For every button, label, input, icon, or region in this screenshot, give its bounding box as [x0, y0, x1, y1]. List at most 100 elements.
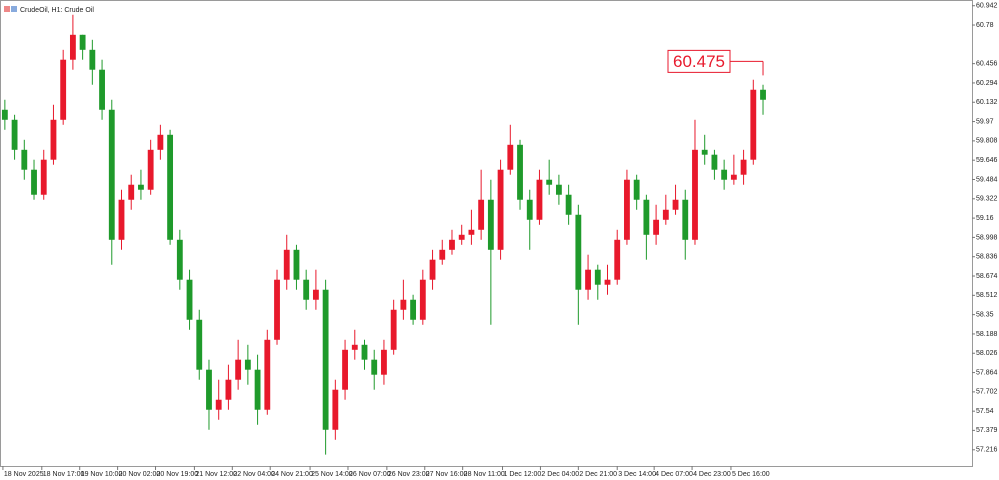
candle-body [555, 184, 562, 195]
candle-body [468, 229, 475, 235]
candle-body [487, 199, 494, 250]
candle-body [711, 154, 718, 170]
candle-body [701, 149, 708, 155]
candle-body [79, 34, 86, 50]
y-tick-label: 59.646 [976, 157, 998, 164]
x-tick-label: 20 Nov 02:00 [119, 471, 161, 478]
candle-body [108, 109, 115, 240]
candle-body [69, 34, 76, 60]
x-tick-label: 27 Nov 16:00 [426, 471, 468, 478]
y-tick-label: 59.322 [976, 196, 998, 203]
candle-body [624, 179, 630, 240]
x-tick-label: 1 Dec 12:00 [504, 471, 542, 478]
y-tick-label: 60.132 [976, 99, 998, 106]
y-tick-label: 58.674 [976, 273, 998, 280]
x-tick-label: 2 Dec 04:00 [541, 471, 579, 478]
candle-body [721, 169, 728, 180]
y-tick-label: 59.16 [976, 215, 994, 222]
candle-body [526, 199, 533, 220]
x-tick-label: 26 Nov 23:00 [388, 471, 430, 478]
candle-body [89, 49, 96, 70]
x-tick-label: 3 Dec 14:00 [618, 471, 656, 478]
y-tick-label: 60.456 [976, 60, 998, 67]
y-tick-label: 57.216 [976, 447, 998, 454]
candle-body [653, 219, 660, 235]
y-tick-label: 57.379 [976, 427, 998, 434]
y-tick-label: 57.864 [976, 369, 998, 376]
candle-body [21, 149, 28, 170]
candle-body [235, 359, 242, 380]
candle-body [157, 134, 164, 150]
candle-body [575, 214, 582, 290]
candle-body [633, 179, 640, 200]
candle-body [478, 199, 485, 230]
plot-frame [0, 0, 973, 467]
x-tick-label: 19 Nov 10:00 [81, 471, 123, 478]
candle-body [381, 349, 387, 375]
x-tick-label: 4 Dec 23:00 [693, 471, 731, 478]
candle-body [419, 279, 426, 320]
candle-body [390, 309, 397, 350]
y-tick-label: 58.35 [976, 311, 994, 318]
candle-body [167, 134, 174, 240]
candle-body [507, 144, 514, 170]
symbol-icon [11, 6, 17, 12]
symbol-icon [4, 6, 10, 12]
candle-body [429, 259, 436, 280]
candle-body [60, 59, 67, 120]
candle-body [274, 279, 280, 340]
candle-body [118, 199, 125, 240]
candle-body [361, 344, 368, 360]
candle-body [31, 169, 37, 195]
y-tick-label: 60.294 [976, 80, 998, 87]
x-tick-label: 4 Dec 07:00 [655, 471, 693, 478]
candle-body [254, 369, 261, 410]
candle-body [458, 234, 465, 240]
x-tick-label: 26 Nov 07:00 [349, 471, 391, 478]
candle-body [740, 159, 747, 175]
candle-body [594, 269, 601, 285]
y-tick-label: 58.836 [976, 254, 998, 261]
x-tick-label: 28 Nov 11:00 [464, 471, 505, 478]
candle-body [410, 299, 417, 320]
candle-body [128, 184, 135, 200]
chart-title: CrudeOil, H1: Crude Oil [20, 7, 94, 14]
candle-body [225, 379, 232, 400]
candle-body [1, 109, 8, 120]
candle-body [215, 399, 222, 410]
candle-body [682, 199, 689, 240]
candle-body [332, 389, 339, 430]
candle-body [186, 279, 193, 320]
candle-body [400, 299, 407, 310]
x-tick-label: 24 Nov 21:00 [271, 471, 313, 478]
candle-body [138, 184, 144, 190]
candle-body [147, 149, 154, 190]
candle-body [565, 194, 572, 215]
candle-body [371, 359, 378, 375]
y-tick-label: 58.188 [976, 331, 998, 338]
candle-body [730, 174, 737, 180]
candle-body [312, 289, 319, 300]
y-tick-label: 59.484 [976, 176, 998, 183]
x-tick-label: 21 Nov 12:00 [195, 471, 237, 478]
price-label-box [667, 49, 731, 73]
candle-body [244, 359, 251, 370]
candle-body [196, 319, 203, 370]
candle-body [99, 69, 105, 110]
candle-body [11, 119, 18, 150]
candle-body [546, 179, 553, 185]
candle-body [585, 269, 591, 290]
candle-body [206, 369, 212, 410]
candle-body [176, 239, 183, 280]
y-tick-label: 59.97 [976, 118, 994, 125]
x-tick-label: 18 Nov 17:00 [43, 471, 85, 478]
candle-body [643, 199, 650, 235]
candle-body [497, 169, 504, 250]
x-tick-label: 18 Nov 2025 [4, 471, 44, 478]
x-tick-label: 20 Nov 19:00 [157, 471, 199, 478]
candle-body [50, 119, 57, 160]
y-tick-label: 57.54 [976, 408, 994, 415]
candle-body [342, 349, 348, 390]
candle-body [662, 209, 669, 220]
